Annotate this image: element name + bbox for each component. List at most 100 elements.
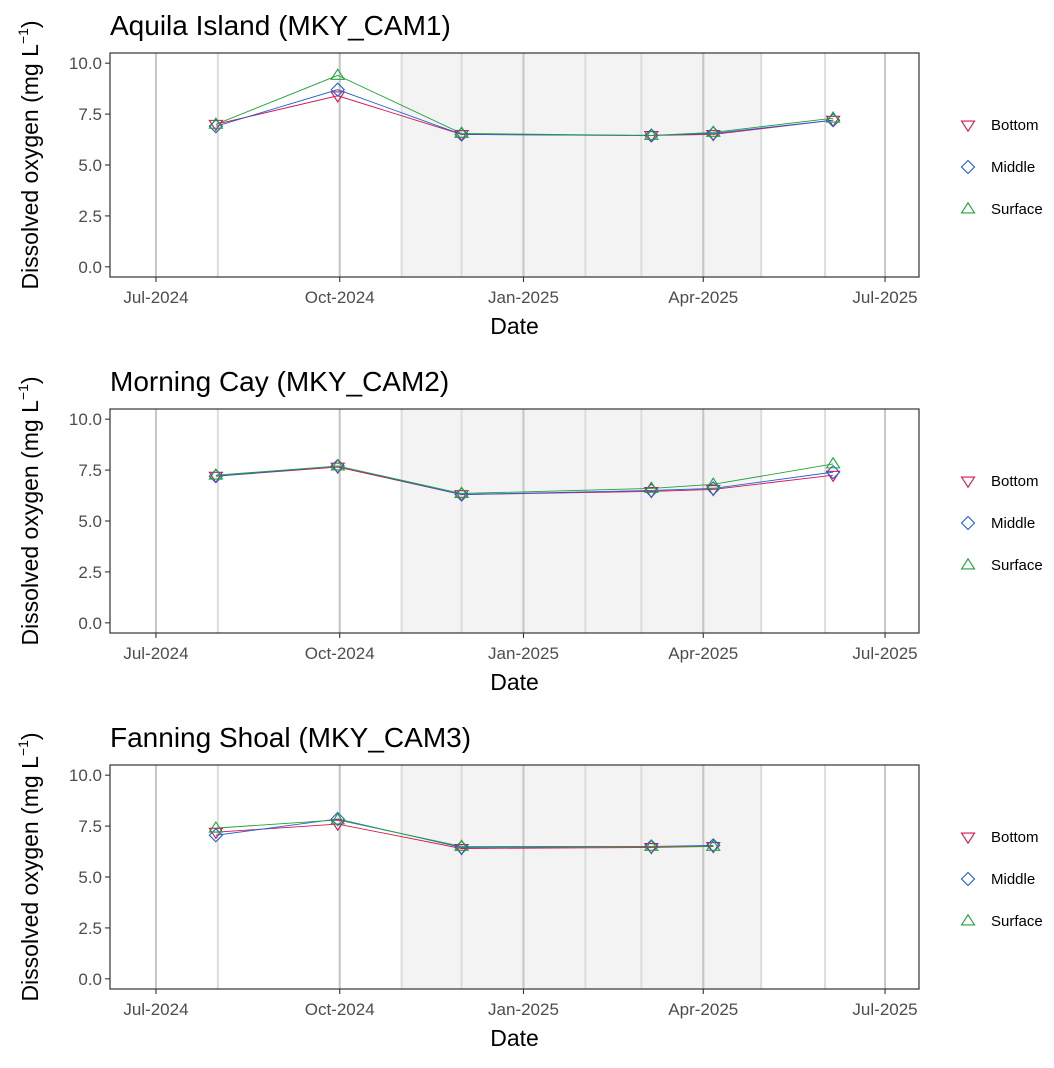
- point-middle-2-6: [825, 464, 841, 480]
- x-axis-title-3: Date: [490, 1025, 539, 1051]
- point-middle-2-5: [705, 481, 721, 496]
- point-bottom-1-3: [454, 130, 470, 142]
- point-bottom-3-4: [643, 843, 659, 855]
- y-tick-label-3-1: 0.0: [78, 970, 102, 989]
- point-surface-1-6: [825, 110, 841, 123]
- legend-key-bottom-1: [960, 120, 976, 133]
- point-middle-3-1: [208, 827, 224, 843]
- legend-key-middle-3: [960, 871, 976, 887]
- point-bottom-2-5: [705, 484, 721, 497]
- point-surface-1-5: [705, 125, 721, 137]
- chart-svg-3: Fanning Shoal (MKY_CAM3) 0.0 2.5 5.0 7.5 10.0…: [15, 722, 1043, 1051]
- chart-svg-1: Aquila Island (MKY_CAM1) 0.0 2.5 5.0 7.5 10.0…: [15, 10, 1043, 339]
- chart-panel-3: Fanning Shoal (MKY_CAM3) 0.0 2.5 5.0 7.5 10.0…: [0, 712, 1054, 1068]
- point-bottom-2-3: [454, 490, 470, 502]
- x-tick-label-1-4: Apr-2025: [668, 288, 738, 307]
- legend-label-surface-3: Surface: [991, 913, 1043, 930]
- x-tick-label-3-4: Apr-2025: [668, 1000, 738, 1019]
- point-bottom-3-5: [705, 842, 721, 854]
- legend-key-middle-1: [960, 159, 976, 175]
- chart-panel-1: Aquila Island (MKY_CAM1) 0.0 2.5 5.0 7.5 10.0…: [0, 0, 1054, 356]
- point-surface-1-2: [330, 68, 346, 80]
- x-tick-label-1-2: Oct-2024: [305, 288, 375, 307]
- y-axis-title-1: Dissolved oxygen (mg L−1): [15, 20, 43, 289]
- y-axis-title-3: Dissolved oxygen (mg L−1): [15, 732, 43, 1001]
- legend-label-middle-1: Middle: [991, 159, 1035, 176]
- legend-key-surface-2: [960, 557, 976, 570]
- x-tick-label-1-5: Jul-2025: [852, 288, 917, 307]
- point-surface-1-3: [454, 126, 470, 138]
- x-axis-title-1: Date: [490, 313, 539, 339]
- x-tick-label-2-3: Jan-2025: [488, 644, 559, 663]
- shaded-period-2: [401, 409, 762, 633]
- point-middle-2-2: [330, 458, 345, 474]
- point-middle-2-3: [454, 487, 469, 502]
- chart-panel-2: Morning Cay (MKY_CAM2) 0.0 2.5 5.0 7.5 10.0 Ju…: [0, 356, 1054, 712]
- legend-label-bottom-2: Bottom: [991, 473, 1039, 490]
- y-tick-label-3-5: 10.0: [69, 766, 102, 785]
- point-surface-3-5: [705, 839, 721, 851]
- y-tick-label-1-4: 7.5: [78, 105, 102, 124]
- series-line-bottom-2: [215, 466, 834, 495]
- legend-label-bottom-1: Bottom: [991, 117, 1039, 134]
- y-tick-label-2-3: 5.0: [78, 512, 102, 531]
- point-bottom-1-4: [643, 131, 659, 143]
- point-bottom-3-3: [454, 844, 470, 856]
- point-surface-3-1: [208, 820, 224, 833]
- chart-title-2: Morning Cay (MKY_CAM2): [110, 366, 449, 397]
- point-surface-3-4: [643, 839, 659, 851]
- x-tick-label-3-5: Jul-2025: [852, 1000, 917, 1019]
- series-line-surface-3: [215, 819, 714, 847]
- shaded-period-1: [401, 53, 762, 277]
- shaded-period-3: [401, 765, 762, 989]
- point-middle-3-4: [644, 839, 659, 854]
- legend-label-surface-1: Surface: [991, 201, 1043, 218]
- x-axis-title-2: Date: [490, 669, 539, 695]
- point-middle-3-3: [454, 840, 469, 855]
- legend-label-middle-2: Middle: [991, 515, 1035, 532]
- point-surface-3-2: [330, 812, 346, 825]
- chart-title-1: Aquila Island (MKY_CAM1): [110, 10, 451, 41]
- x-tick-label-2-1: Jul-2024: [123, 644, 188, 663]
- y-tick-label-2-4: 7.5: [78, 461, 102, 480]
- point-surface-2-1: [208, 467, 224, 480]
- point-bottom-1-6: [825, 115, 841, 128]
- point-surface-3-3: [454, 839, 470, 851]
- x-tick-label-2-5: Jul-2025: [852, 644, 917, 663]
- series-line-surface-2: [215, 463, 834, 494]
- point-bottom-1-5: [705, 130, 721, 142]
- point-bottom-2-1: [208, 471, 224, 484]
- x-tick-label-1-1: Jul-2024: [123, 288, 188, 307]
- x-tick-label-3-1: Jul-2024: [123, 1000, 188, 1019]
- y-tick-label-2-2: 2.5: [78, 563, 102, 582]
- legend-label-surface-2: Surface: [991, 557, 1043, 574]
- y-tick-label-3-4: 7.5: [78, 817, 102, 836]
- series-line-middle-1: [215, 89, 834, 136]
- point-middle-1-3: [454, 127, 469, 142]
- chart-svg-2: Morning Cay (MKY_CAM2) 0.0 2.5 5.0 7.5 10.0 Ju…: [15, 366, 1043, 695]
- x-tick-label-2-2: Oct-2024: [305, 644, 375, 663]
- x-tick-label-3-2: Oct-2024: [305, 1000, 375, 1019]
- chart-title-3: Fanning Shoal (MKY_CAM3): [110, 722, 471, 753]
- x-tick-label-3-3: Jan-2025: [488, 1000, 559, 1019]
- point-surface-2-6: [825, 456, 841, 469]
- y-tick-label-2-1: 0.0: [78, 614, 102, 633]
- y-tick-label-1-5: 10.0: [69, 54, 102, 73]
- point-surface-1-1: [208, 117, 224, 129]
- legend-label-bottom-3: Bottom: [991, 829, 1039, 846]
- point-middle-2-1: [208, 468, 224, 484]
- y-axis-title-2: Dissolved oxygen (mg L−1): [15, 376, 43, 645]
- point-middle-1-4: [644, 128, 659, 143]
- point-surface-2-4: [643, 481, 659, 493]
- legend-key-surface-1: [960, 201, 976, 214]
- y-tick-label-3-2: 2.5: [78, 919, 102, 938]
- y-tick-label-1-1: 0.0: [78, 258, 102, 277]
- legend-key-surface-3: [960, 913, 976, 926]
- point-middle-1-2: [330, 82, 345, 97]
- x-tick-label-2-4: Apr-2025: [668, 644, 738, 663]
- point-middle-3-5: [705, 838, 721, 853]
- y-tick-label-1-3: 5.0: [78, 156, 102, 175]
- point-surface-2-2: [330, 458, 346, 471]
- point-surface-2-3: [454, 486, 470, 498]
- point-surface-2-5: [705, 477, 721, 489]
